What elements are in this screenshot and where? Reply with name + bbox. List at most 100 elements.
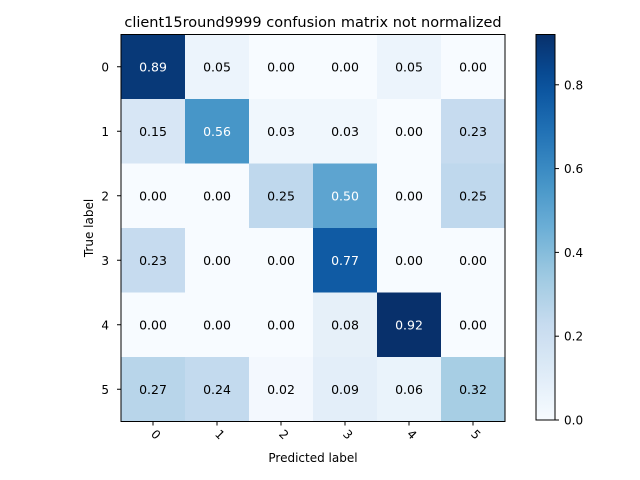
heatmap-cell — [313, 163, 378, 229]
cell-value-label: 0.00 — [395, 188, 423, 203]
heatmap-cell — [441, 163, 506, 229]
cell-value-label: 0.23 — [459, 124, 487, 139]
cell-value-label: 0.24 — [203, 382, 231, 397]
x-axis-label: Predicted label — [268, 451, 357, 465]
heatmap-cell — [249, 228, 314, 293]
cell-value-label: 0.03 — [267, 124, 295, 139]
cell-value-label: 0.92 — [395, 317, 423, 332]
cell-value-label: 0.00 — [267, 253, 295, 268]
y-tick-label: 0 — [101, 60, 109, 74]
y-axis-label: True label — [82, 199, 96, 258]
heatmap-cell — [441, 292, 506, 358]
heatmap-cell — [121, 99, 186, 164]
cell-value-label: 0.06 — [395, 382, 423, 397]
heatmap-cell — [121, 228, 186, 293]
cell-value-label: 0.56 — [203, 124, 231, 139]
heatmap-cell — [441, 357, 506, 422]
cell-value-label: 0.32 — [459, 382, 487, 397]
cell-value-label: 0.77 — [331, 253, 359, 268]
heatmap-cell — [121, 163, 186, 229]
cell-value-label: 0.08 — [331, 317, 359, 332]
heatmap-cell — [185, 99, 250, 164]
cell-value-label: 0.00 — [395, 124, 423, 139]
cell-value-label: 0.00 — [331, 59, 359, 74]
heatmap-cell — [313, 357, 378, 422]
cell-value-label: 0.02 — [267, 382, 295, 397]
heatmap-cell — [249, 99, 314, 164]
heatmap-cell — [121, 34, 186, 100]
heatmap-cell — [313, 34, 378, 100]
cell-value-label: 0.89 — [139, 59, 167, 74]
x-tick-label: 1 — [212, 427, 227, 442]
heatmap-cell — [185, 357, 250, 422]
heatmap-cell — [313, 292, 378, 358]
heatmap-cell — [377, 99, 442, 164]
heatmap-cell — [313, 228, 378, 293]
colorbar — [535, 34, 556, 421]
heatmap-cell — [377, 163, 442, 229]
y-tick-label: 1 — [101, 125, 109, 139]
cell-value-label: 0.50 — [331, 188, 359, 203]
heatmap-cell — [185, 292, 250, 358]
heatmap-cell — [377, 228, 442, 293]
cell-value-label: 0.00 — [203, 188, 231, 203]
heatmap-cell — [185, 34, 250, 100]
cell-value-label: 0.00 — [267, 59, 295, 74]
cell-value-label: 0.00 — [459, 59, 487, 74]
colorbar-ticks: 0.0 0.2 0.4 0.6 0.8 — [555, 78, 583, 428]
cell-value-label: 0.00 — [459, 317, 487, 332]
cell-value-label: 0.00 — [139, 188, 167, 203]
plot-frame — [120, 34, 506, 422]
cell-value-label: 0.25 — [459, 188, 487, 203]
heatmap-cell — [441, 99, 506, 164]
cell-value-label: 0.25 — [267, 188, 295, 203]
heatmap-cell — [249, 163, 314, 229]
cell-value-label: 0.05 — [395, 59, 423, 74]
heatmap-cell — [121, 357, 186, 422]
cell-value-label: 0.00 — [203, 317, 231, 332]
heatmap-cell — [249, 357, 314, 422]
heatmap-cell — [121, 292, 186, 358]
heatmap-cell — [249, 292, 314, 358]
x-tick-label: 0 — [148, 427, 163, 442]
cell-value-label: 0.00 — [395, 253, 423, 268]
cell-value-label: 0.09 — [331, 382, 359, 397]
colorbar-tick-label: 0.6 — [564, 162, 583, 176]
x-tick-label: 4 — [404, 427, 419, 442]
heatmap-cell — [185, 163, 250, 229]
x-tick-label: 5 — [468, 427, 483, 442]
heatmap-value-labels: 0.89 0.05 0.00 0.00 0.05 0.00 0.15 0.56 0.03 0.03… — [139, 59, 487, 397]
cell-value-label: 0.00 — [139, 317, 167, 332]
heatmap-cell — [377, 34, 442, 100]
y-tick-label: 5 — [101, 383, 109, 397]
y-axis-ticks: 0 1 2 3 4 5 — [101, 60, 121, 397]
chart-title: client15round9999 confusion matrix not n… — [124, 15, 501, 31]
colorbar-tick-label: 0.8 — [564, 78, 583, 92]
colorbar-tick-label: 0.4 — [564, 246, 583, 260]
heatmap-cell — [377, 292, 442, 358]
cell-value-label: 0.27 — [139, 382, 167, 397]
y-tick-label: 2 — [101, 189, 109, 203]
cell-value-label: 0.00 — [267, 317, 295, 332]
colorbar-tick-label: 0.0 — [564, 414, 583, 428]
y-tick-label: 3 — [101, 254, 109, 268]
x-tick-label: 3 — [340, 427, 355, 442]
heatmap-cell — [377, 357, 442, 422]
heatmap-cell — [313, 99, 378, 164]
heatmap-cells — [121, 34, 506, 422]
heatmap-cell — [249, 34, 314, 100]
cell-value-label: 0.05 — [203, 59, 231, 74]
cell-value-label: 0.23 — [139, 253, 167, 268]
cell-value-label: 0.00 — [203, 253, 231, 268]
heatmap-cell — [441, 34, 506, 100]
colorbar-tick-label: 0.2 — [564, 330, 583, 344]
cell-value-label: 0.03 — [331, 124, 359, 139]
x-axis-ticks: 0 1 2 3 4 5 — [148, 421, 483, 442]
y-tick-label: 4 — [101, 318, 109, 332]
heatmap-cell — [185, 228, 250, 293]
heatmap-cell — [441, 228, 506, 293]
x-tick-label: 2 — [276, 427, 291, 442]
cell-value-label: 0.15 — [139, 124, 167, 139]
cell-value-label: 0.00 — [459, 253, 487, 268]
